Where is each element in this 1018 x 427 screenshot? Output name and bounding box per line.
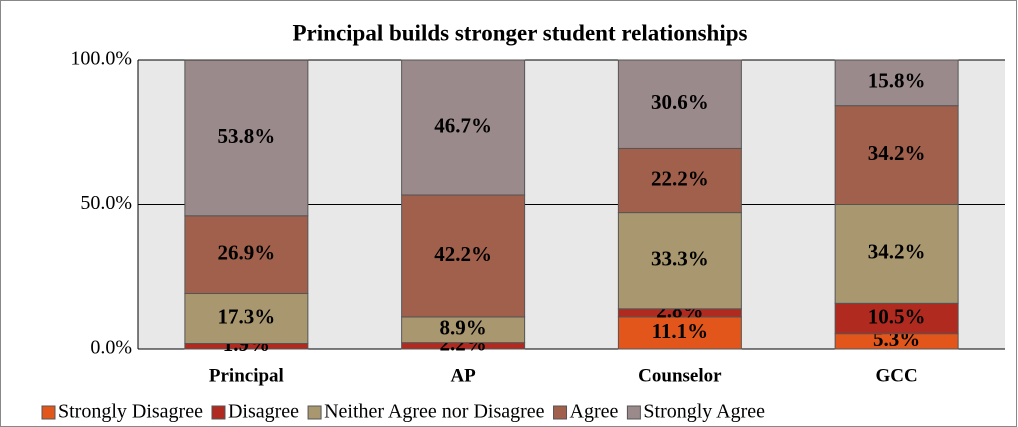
legend-label: Neither Agree nor Disagree bbox=[324, 401, 545, 423]
bar-segment bbox=[401, 316, 526, 344]
bar-segment bbox=[617, 147, 742, 214]
data-label: 22.2% bbox=[651, 166, 709, 190]
x-tick-label: Principal bbox=[209, 365, 284, 386]
data-label: 17.3% bbox=[218, 304, 276, 328]
legend-label: Strongly Disagree bbox=[58, 401, 203, 423]
legend-swatch bbox=[211, 405, 226, 420]
data-label: 42.2% bbox=[434, 242, 492, 266]
data-label: 15.8% bbox=[868, 69, 926, 93]
legend-swatch bbox=[307, 405, 322, 420]
data-label: 53.8% bbox=[218, 124, 276, 148]
data-label: 26.9% bbox=[218, 240, 276, 264]
data-label: 33.3% bbox=[651, 247, 709, 271]
bar-segment bbox=[184, 215, 309, 295]
data-label: 34.2% bbox=[868, 240, 926, 264]
y-tick-label: 50.0% bbox=[80, 192, 132, 214]
bar-segment bbox=[401, 194, 526, 318]
bar-segment bbox=[401, 59, 526, 196]
chart-title: Principal builds stronger student relati… bbox=[293, 20, 748, 45]
x-tick-label: Counselor bbox=[638, 365, 722, 386]
legend-swatch bbox=[553, 405, 568, 420]
x-tick-label: GCC bbox=[876, 365, 918, 386]
legend-swatch bbox=[41, 405, 56, 420]
bar-segment bbox=[617, 59, 742, 149]
data-label: 8.9% bbox=[440, 316, 487, 340]
bar-segment bbox=[834, 59, 959, 107]
bar-segment bbox=[834, 204, 959, 304]
bar-segment bbox=[184, 59, 309, 217]
bar-segment bbox=[184, 293, 309, 345]
y-tick-label: 0.0% bbox=[90, 337, 132, 359]
y-tick-label: 100.0% bbox=[70, 48, 132, 70]
bar-segment bbox=[617, 212, 742, 310]
legend-label: Disagree bbox=[228, 401, 299, 423]
bar-segment bbox=[834, 105, 959, 205]
data-label: 34.2% bbox=[868, 141, 926, 165]
data-label: 46.7% bbox=[434, 113, 492, 137]
legend-swatch bbox=[626, 405, 641, 420]
legend-label: Strongly Agree bbox=[643, 401, 765, 423]
legend-label: Agree bbox=[570, 401, 619, 423]
data-label: 10.5% bbox=[868, 304, 926, 328]
bar-segment bbox=[834, 302, 959, 335]
x-tick-label: AP bbox=[450, 365, 476, 386]
data-label: 11.1% bbox=[652, 319, 709, 343]
data-label: 30.6% bbox=[651, 90, 709, 114]
